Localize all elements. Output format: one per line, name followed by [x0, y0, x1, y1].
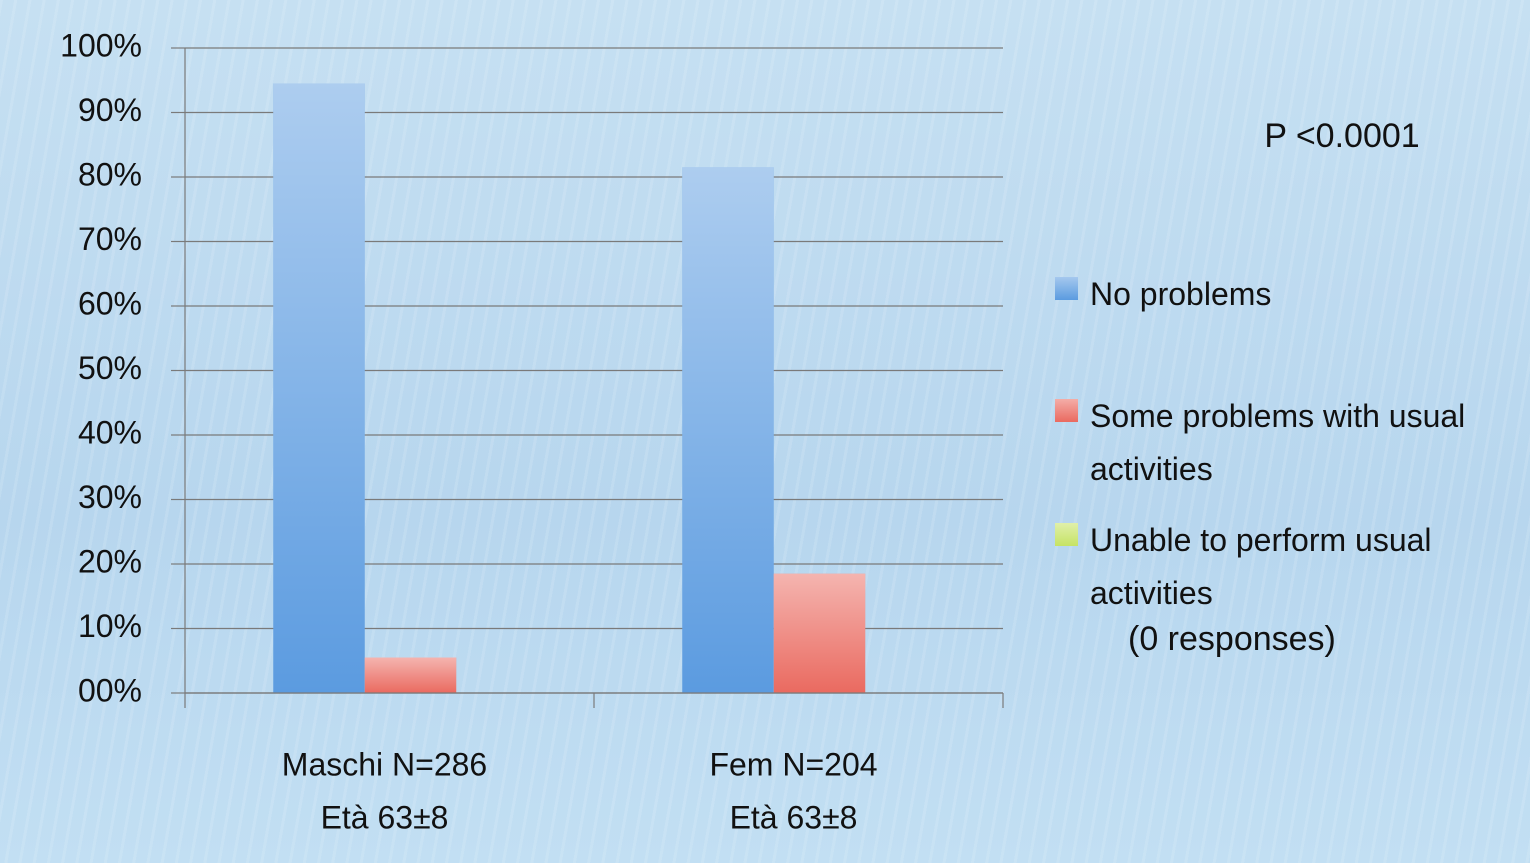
x-tick-label: Età 63±8 — [321, 799, 449, 835]
legend-swatch — [1055, 277, 1078, 300]
bar-sheen — [364, 657, 457, 693]
x-tick-label: Fem N=204 — [709, 746, 877, 782]
y-tick-label: 00% — [78, 672, 142, 708]
y-tick-label: 40% — [78, 414, 142, 450]
x-tick-label: Maschi N=286 — [282, 746, 487, 782]
p-value: P <0.0001 — [1264, 117, 1419, 155]
y-tick-label: 70% — [78, 221, 142, 257]
legend-item: Unable to perform usual activities — [1055, 514, 1530, 620]
bar-sheen — [682, 167, 774, 693]
y-tick-label: 10% — [78, 608, 142, 644]
y-tick-label: 60% — [78, 285, 142, 321]
bar-sheen — [773, 573, 866, 693]
legend-swatch — [1055, 399, 1078, 422]
legend-note: (0 responses) — [1128, 620, 1336, 658]
legend-label: Unable to perform usual activities — [1090, 522, 1432, 611]
x-tick-label: Età 63±8 — [730, 799, 858, 835]
y-tick-label: 90% — [78, 92, 142, 128]
bar-sheen — [273, 83, 365, 694]
legend-item: Some problems with usual activities — [1055, 390, 1530, 496]
y-tick-label: 100% — [60, 27, 142, 63]
y-tick-label: 20% — [78, 543, 142, 579]
y-tick-label: 80% — [78, 156, 142, 192]
legend-item: No problems — [1055, 268, 1530, 321]
legend-swatch — [1055, 523, 1078, 546]
y-tick-label: 30% — [78, 479, 142, 515]
y-tick-label: 50% — [78, 350, 142, 386]
legend-label: No problems — [1090, 276, 1272, 312]
legend-label: Some problems with usual activities — [1090, 398, 1466, 487]
